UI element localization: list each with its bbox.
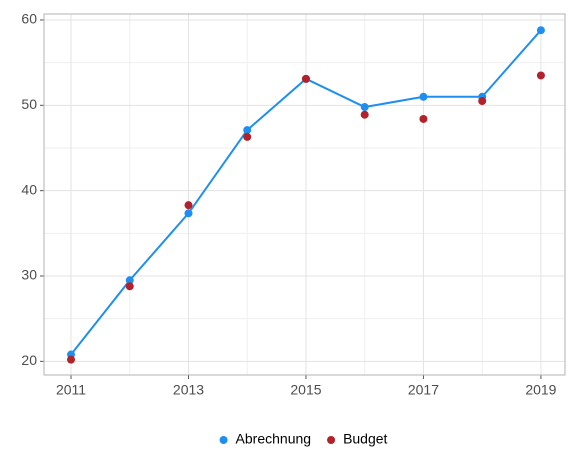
legend-marker [219, 436, 228, 444]
data-point [125, 276, 134, 285]
data-point [360, 110, 369, 119]
data-point [536, 26, 545, 35]
legend: Abrechnung Budget [219, 431, 388, 447]
x-tick-label: 2013 [173, 382, 204, 398]
x-tick-label: 2015 [290, 382, 321, 398]
data-point [419, 114, 428, 123]
data-point [301, 74, 310, 83]
data-point [360, 103, 369, 112]
data-point [419, 92, 428, 101]
legend-label: Budget [343, 431, 387, 447]
data-point [184, 209, 193, 218]
y-tick-label: 30 [21, 267, 37, 283]
data-point [125, 282, 134, 291]
y-tick-label: 50 [21, 96, 37, 112]
y-tick-label: 40 [21, 181, 37, 197]
data-point [184, 201, 193, 210]
data-point [536, 71, 545, 80]
plot-frame [43, 13, 566, 376]
legend-label: Abrechnung [236, 431, 312, 447]
x-tick-label: 2019 [525, 382, 556, 398]
data-point [478, 97, 487, 106]
data-point [243, 132, 252, 141]
data-point [67, 355, 76, 364]
legend-marker [327, 436, 336, 444]
y-tick-label: 20 [21, 352, 37, 368]
legend-item: Abrechnung [219, 431, 312, 447]
x-tick-label: 2011 [56, 382, 86, 398]
data-point [243, 126, 252, 135]
y-tick-label: 60 [21, 11, 37, 27]
legend-item: Budget [327, 431, 388, 447]
x-tick-label: 2017 [408, 382, 439, 398]
